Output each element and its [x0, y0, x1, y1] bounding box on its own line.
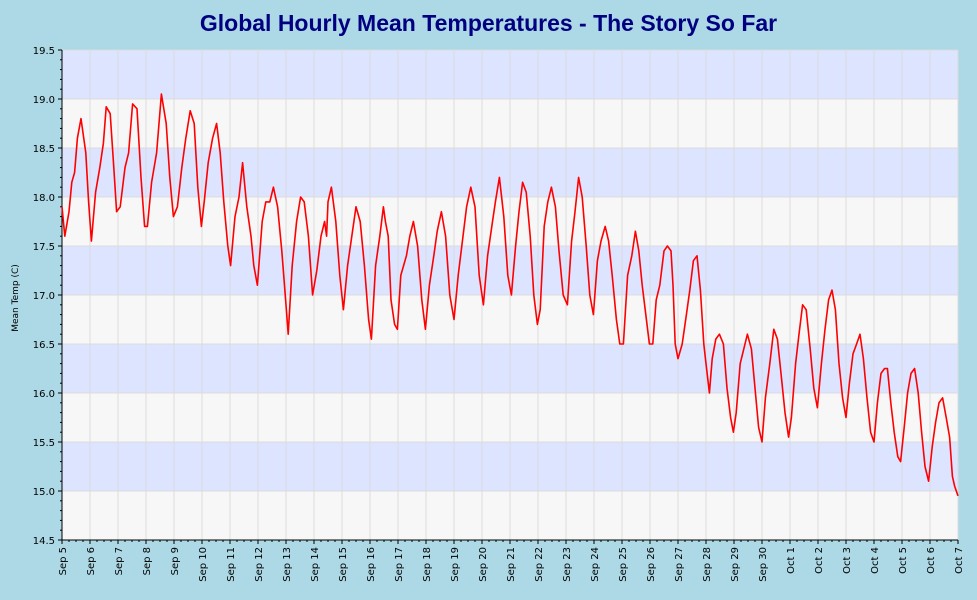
x-tick-label: Sep 15	[338, 547, 349, 582]
x-tick-label: Sep 14	[310, 547, 321, 582]
x-tick-label: Oct 3	[842, 547, 853, 574]
x-tick-label: Sep 24	[590, 547, 601, 582]
y-tick-label: 16.5	[33, 340, 55, 351]
x-tick-label: Oct 7	[954, 547, 965, 574]
x-tick-label: Sep 21	[506, 547, 517, 582]
y-tick-label: 14.5	[33, 536, 55, 547]
chart-title: Global Hourly Mean Temperatures - The St…	[199, 10, 778, 36]
x-tick-label: Sep 28	[702, 547, 713, 582]
grid-lines	[61, 49, 959, 541]
x-tick-label: Sep 23	[562, 547, 573, 582]
x-tick-label: Sep 26	[646, 547, 657, 582]
x-tick-label: Sep 9	[170, 547, 181, 575]
series-line	[61, 93, 959, 497]
x-tick-label: Sep 13	[282, 547, 293, 582]
x-tick-label: Oct 6	[926, 547, 937, 574]
y-axis-label: Mean Temp (C)	[11, 264, 21, 332]
y-tick-label: 18.0	[33, 193, 55, 204]
y-tick-label: 17.5	[33, 242, 55, 253]
x-tick-label: Sep 12	[254, 547, 265, 582]
x-tick-label: Sep 20	[478, 547, 489, 582]
y-tick-label: 15.5	[33, 438, 55, 449]
x-tick-label: Sep 16	[366, 547, 377, 582]
x-tick-label: Sep 7	[114, 547, 125, 575]
y-tick-label: 17.0	[33, 291, 55, 302]
y-tick-label: 15.0	[33, 487, 55, 498]
x-tick-label: Oct 4	[870, 547, 881, 574]
x-tick-label: Oct 2	[814, 547, 825, 574]
x-tick-label: Sep 11	[226, 547, 237, 582]
x-tick-label: Sep 29	[730, 547, 741, 582]
y-tick-label: 19.5	[33, 46, 55, 57]
x-tick-label: Sep 22	[534, 547, 545, 582]
x-tick-label: Sep 25	[618, 547, 629, 582]
y-axis-ticks: 14.5 15.0 15.5 16.0 16.5 17.0 17.5 18.0 18.5 19.0…	[33, 46, 62, 547]
x-tick-label: Sep 18	[422, 547, 433, 582]
x-tick-label: Sep 17	[394, 547, 405, 582]
x-tick-label: Sep 8	[142, 547, 153, 575]
x-axis-ticks: Sep 5 Sep 6 Sep 7 Sep 8 Sep 9 Sep 10 Sep 11 Sep…	[58, 540, 965, 582]
x-tick-label: Oct 5	[898, 547, 909, 574]
x-tick-label: Sep 5	[58, 547, 69, 575]
x-tick-label: Sep 10	[198, 547, 209, 582]
y-tick-label: 19.0	[33, 95, 55, 106]
y-tick-label: 18.5	[33, 144, 55, 155]
series-group	[61, 93, 959, 497]
x-tick-label: Sep 19	[450, 547, 461, 582]
x-tick-label: Oct 1	[786, 547, 797, 574]
x-tick-label: Sep 27	[674, 547, 685, 582]
y-tick-label: 16.0	[33, 389, 55, 400]
x-tick-label: Sep 30	[758, 547, 769, 582]
x-tick-label: Sep 6	[86, 547, 97, 575]
